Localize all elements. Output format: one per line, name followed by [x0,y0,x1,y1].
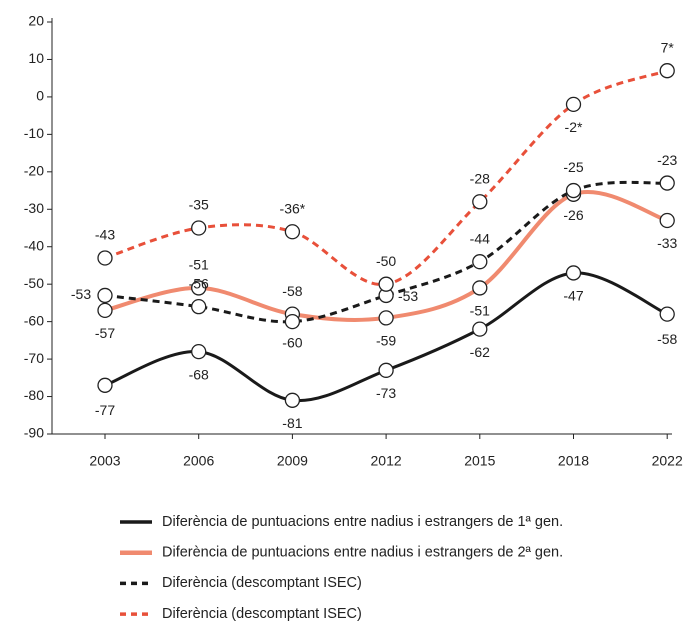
data-point [191,343,207,360]
data-point [97,250,113,266]
data-point [284,313,301,330]
y-tick-label: 10 [28,50,44,66]
y-tick-label: -30 [24,200,44,216]
data-label: -47 [563,288,583,304]
y-tick-label: -20 [24,163,44,179]
data-point [659,63,675,79]
data-label: -51 [189,257,209,273]
data-point [97,377,113,393]
x-tick-label: 2006 [183,453,214,469]
data-point [378,310,394,326]
data-label: -60 [282,334,302,350]
x-tick-label: 2022 [652,453,683,469]
legend-label: Diferència (descomptant ISEC) [162,575,362,591]
data-label: -57 [95,325,115,341]
data-label: -33 [657,235,677,251]
y-tick-label: -70 [24,350,44,366]
x-tick-label: 2003 [89,453,120,469]
data-label: -23 [657,152,677,168]
data-label: -2* [565,119,583,135]
data-point [284,392,301,408]
data-point [191,280,207,296]
data-point [659,306,675,322]
data-label: -81 [282,415,302,431]
data-label: -35 [189,197,209,213]
data-label: -62 [470,344,490,360]
data-label: -53 [398,288,418,304]
data-label: -58 [657,331,677,347]
data-label: -59 [376,333,396,349]
data-point [659,175,675,191]
data-point [565,96,582,113]
legend-label: Diferència de puntuacions entre nadius i… [162,545,563,561]
legend: Diferència de puntuacions entre nadius i… [120,514,563,622]
data-point [472,280,488,296]
data-point [472,194,488,210]
data-label: -51 [470,303,490,319]
x-tick-label: 2018 [558,453,589,469]
y-tick-label: -60 [24,312,44,328]
data-label: -56 [189,275,209,291]
data-label: -73 [376,385,396,401]
legend-label: Diferència (descomptant ISEC) [162,606,362,622]
data-label: -36* [280,200,306,216]
data-label: -50 [376,253,396,269]
data-point [472,254,488,270]
data-label: -26 [563,207,583,223]
y-tick-label: -50 [24,275,44,291]
x-tick-label: 2009 [277,453,308,469]
data-label: -28 [470,170,490,186]
y-tick-label: -80 [24,387,44,403]
y-tick-label: -90 [24,425,44,441]
data-label: -43 [95,227,115,243]
data-point [565,265,582,281]
data-point [191,220,207,236]
data-point [284,224,301,240]
x-tick-label: 2012 [371,453,402,469]
y-tick-label: 0 [36,88,44,104]
x-tick-label: 2015 [464,453,495,469]
data-label: -25 [563,159,583,175]
data-label: -44 [470,230,490,246]
data-point [565,182,582,199]
data-point [378,276,394,292]
data-point [97,287,113,304]
data-point [378,362,394,378]
data-label: -53 [71,286,91,302]
data-label: -58 [282,283,302,299]
legend-label: Diferència de puntuacions entre nadius i… [162,514,563,530]
data-point [472,321,488,337]
data-label: -77 [95,402,115,418]
data-label: 7* [661,39,675,55]
data-point [659,212,675,229]
y-tick-label: 20 [28,13,44,29]
data-point [97,302,113,319]
y-tick-label: -40 [24,237,44,253]
data-label: -68 [189,366,209,382]
data-point [191,299,207,315]
y-tick-label: -10 [24,125,44,141]
